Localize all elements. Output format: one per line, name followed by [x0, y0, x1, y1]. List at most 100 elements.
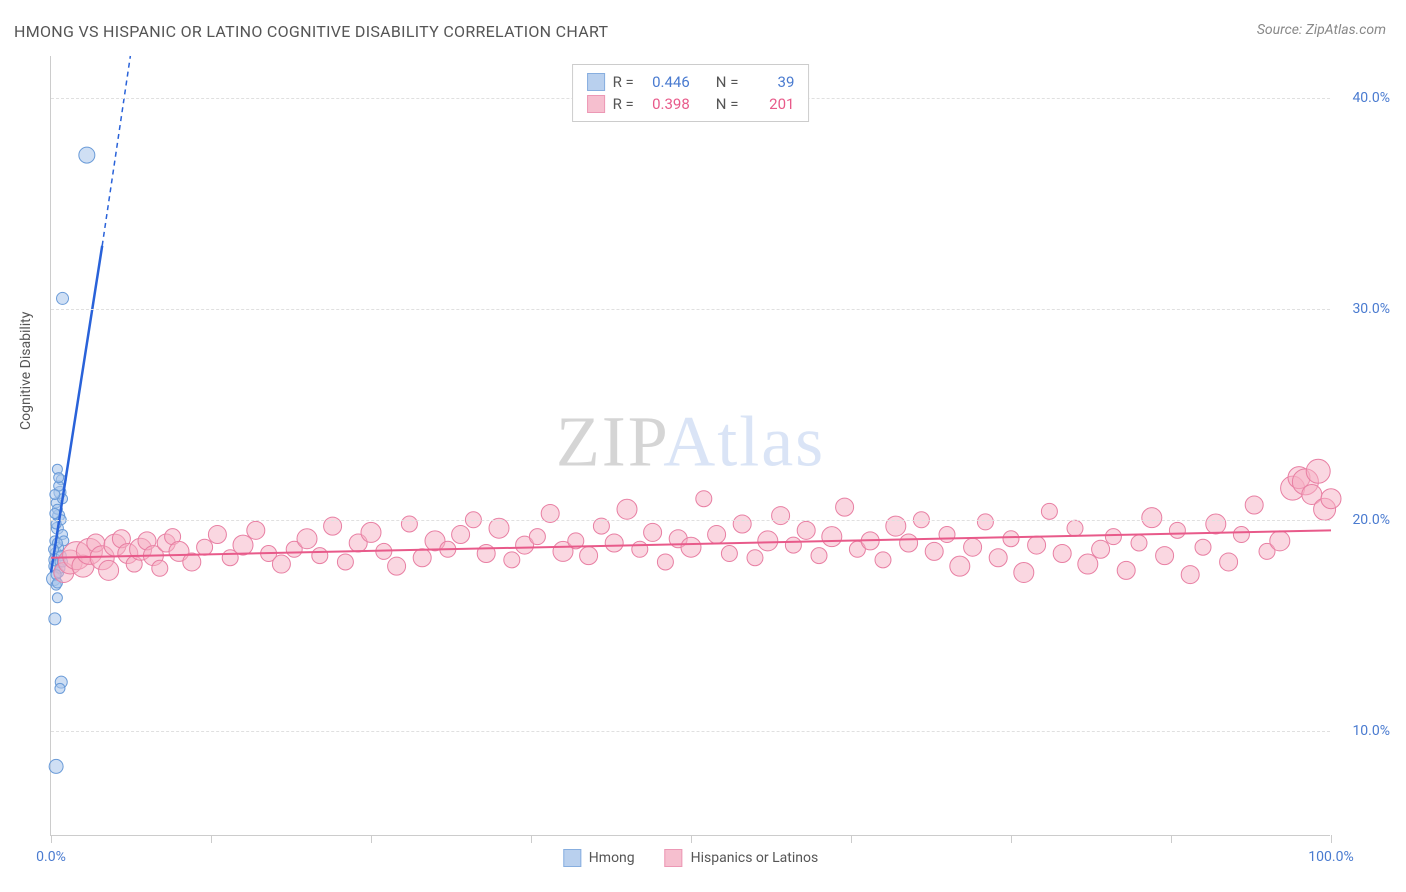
y-tick-label: 10.0% — [1352, 723, 1390, 739]
data-point — [964, 538, 982, 556]
data-point — [50, 508, 60, 518]
data-point — [1117, 561, 1135, 579]
data-point — [401, 516, 417, 532]
data-point — [1181, 566, 1199, 584]
data-point — [580, 547, 598, 565]
data-point — [696, 491, 712, 507]
data-point — [1195, 539, 1211, 555]
data-point — [1142, 508, 1162, 528]
legend-swatch — [665, 849, 683, 867]
data-point — [337, 554, 353, 570]
data-point — [785, 537, 801, 553]
data-point — [54, 473, 64, 483]
bottom-legend: Hmong Hispanics or Latinos — [563, 849, 818, 867]
data-point — [1067, 520, 1083, 536]
data-point — [55, 683, 65, 693]
data-point — [1306, 459, 1330, 483]
x-tick — [691, 835, 692, 843]
y-tick-label: 40.0% — [1352, 90, 1390, 106]
data-point — [605, 534, 623, 552]
grid-line — [51, 520, 1330, 521]
grid-line — [51, 731, 1330, 732]
data-point — [989, 549, 1007, 567]
data-point — [1220, 553, 1238, 571]
data-point — [708, 526, 726, 544]
data-point — [49, 613, 61, 625]
data-point — [1028, 536, 1046, 554]
data-point — [1053, 545, 1071, 563]
bottom-legend-item: Hmong — [563, 849, 635, 867]
data-point — [1233, 527, 1249, 543]
data-point — [361, 522, 381, 542]
stat-r-label: R = — [613, 73, 634, 91]
plot-area: ZIPAtlas R =0.446N =39R =0.398N =201 Hmo… — [50, 56, 1330, 836]
data-point — [1270, 531, 1290, 551]
data-point — [1321, 489, 1341, 509]
data-point — [657, 554, 673, 570]
data-point — [79, 147, 95, 163]
stat-r-value: 0.398 — [642, 95, 690, 113]
x-tick — [211, 835, 212, 843]
x-tick — [1171, 835, 1172, 843]
data-point — [617, 499, 637, 519]
bottom-legend-item: Hispanics or Latinos — [665, 849, 819, 867]
x-tick — [51, 835, 52, 843]
data-point — [489, 518, 509, 538]
legend-swatch — [587, 95, 605, 113]
stat-r-label: R = — [613, 95, 634, 113]
x-tick-label: 100.0% — [1308, 849, 1353, 865]
x-tick — [531, 835, 532, 843]
data-point — [388, 557, 406, 575]
x-tick — [1331, 835, 1332, 843]
data-point — [49, 759, 63, 773]
data-point — [52, 593, 62, 603]
data-point — [50, 489, 60, 499]
data-point — [1078, 554, 1098, 574]
data-point — [99, 560, 119, 580]
legend-swatch — [587, 73, 605, 91]
data-point — [477, 545, 495, 563]
trend-line-extrapolated — [102, 56, 130, 246]
data-point — [272, 555, 290, 573]
data-point — [900, 534, 918, 552]
data-point — [57, 292, 69, 304]
legend-swatch — [563, 849, 581, 867]
stats-legend: R =0.446N =39R =0.398N =201 — [572, 64, 810, 122]
data-point — [721, 546, 737, 562]
data-point — [1156, 547, 1174, 565]
x-tick-label: 0.0% — [36, 849, 66, 865]
data-point — [1206, 514, 1226, 534]
data-point — [950, 556, 970, 576]
data-point — [1014, 562, 1034, 582]
data-point — [504, 552, 520, 568]
data-point — [681, 537, 701, 557]
data-point — [836, 498, 854, 516]
legend-label: Hispanics or Latinos — [691, 850, 819, 866]
data-point — [875, 552, 891, 568]
data-point — [312, 548, 328, 564]
data-point — [758, 531, 778, 551]
data-point — [977, 514, 993, 530]
data-point — [297, 529, 317, 549]
stat-r-value: 0.446 — [642, 73, 690, 91]
stats-row: R =0.446N =39 — [587, 71, 795, 93]
data-point — [413, 549, 431, 567]
data-point — [772, 507, 790, 525]
scatter-svg — [51, 56, 1331, 836]
data-point — [1003, 531, 1019, 547]
data-point — [452, 526, 470, 544]
source-label: Source: ZipAtlas.com — [1257, 22, 1386, 38]
data-point — [811, 548, 827, 564]
data-point — [1041, 503, 1057, 519]
data-point — [939, 527, 955, 543]
stat-n-label: N = — [716, 73, 739, 91]
stat-n-value: 201 — [746, 95, 794, 113]
y-tick-label: 30.0% — [1352, 301, 1390, 317]
data-point — [822, 527, 842, 547]
grid-line — [51, 309, 1330, 310]
x-tick — [851, 835, 852, 843]
data-point — [529, 529, 545, 545]
data-point — [208, 526, 226, 544]
data-point — [747, 550, 763, 566]
x-tick — [1011, 835, 1012, 843]
